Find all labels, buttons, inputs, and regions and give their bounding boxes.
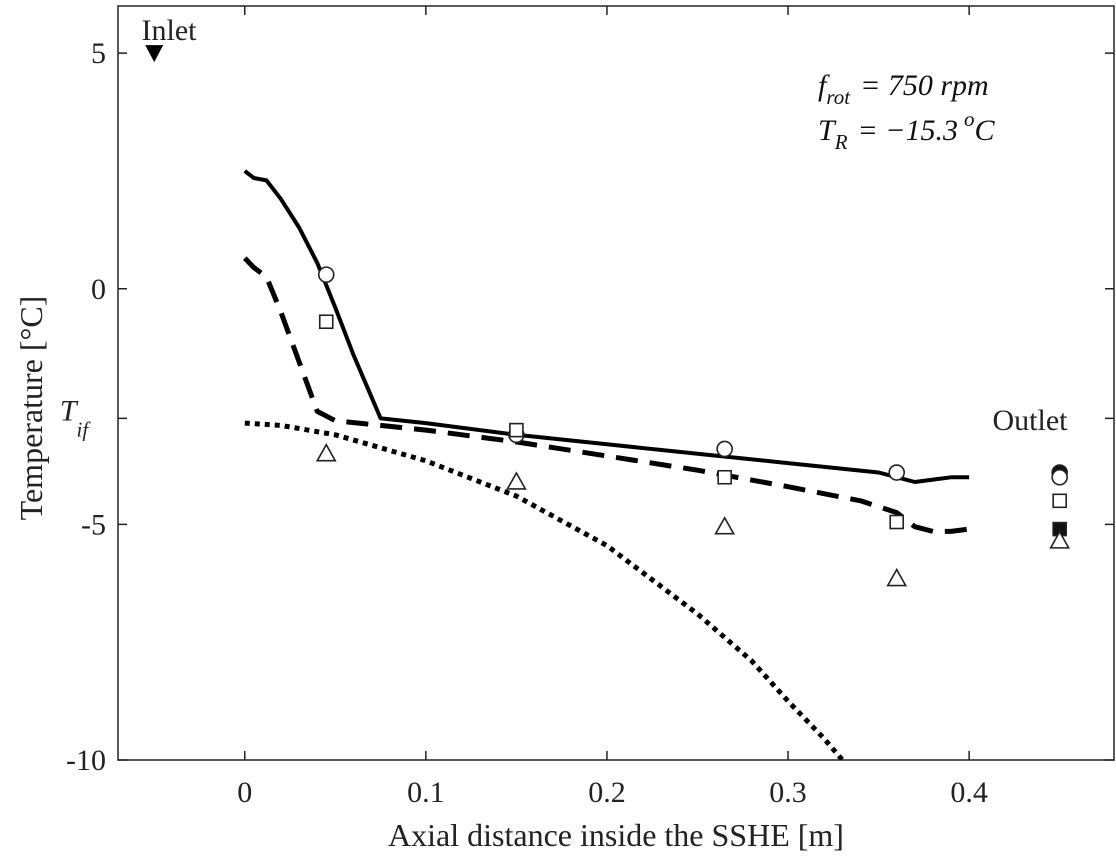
open-triangle-marker: [506, 471, 527, 490]
axes-frame: [117, 5, 1115, 761]
series-line-solid: [243, 169, 970, 484]
y-tick-label: 0: [91, 273, 106, 306]
open-circle-marker: [317, 266, 335, 283]
marker-layer: [315, 266, 1071, 587]
open-square-marker: [318, 314, 334, 330]
outlet-label: Outlet: [993, 404, 1069, 437]
tr-annotation: TR = −15.3 oC: [818, 107, 996, 154]
tick-marks: [118, 6, 1114, 761]
open-square-marker: [1052, 493, 1067, 509]
y-tick-label: 5: [91, 37, 106, 70]
series-layer: [242, 169, 970, 760]
open-triangle-marker: [315, 443, 337, 462]
x-tick-label: 0.3: [769, 776, 807, 809]
open-circle-marker: [888, 464, 905, 481]
series-line-dotted: [244, 420, 845, 760]
open-square-marker: [889, 514, 904, 530]
x-tick-label: 0.4: [950, 776, 988, 809]
x-tick-label: 0.2: [588, 776, 626, 809]
plot-frame: [117, 5, 1115, 761]
open-triangle-marker: [886, 567, 908, 587]
y-axis-title: Temperature [°C]: [13, 296, 49, 521]
open-square-marker: [717, 469, 732, 485]
open-circle-marker: [1051, 468, 1068, 486]
frot-annotation: frot = 750 rpm: [818, 69, 989, 109]
y-tick-label-tif: Tif: [60, 394, 92, 441]
open-triangle-marker: [1049, 530, 1071, 549]
y-tick-label: -10: [66, 744, 106, 777]
x-axis-title: Axial distance inside the SSHE [m]: [388, 817, 844, 853]
open-circle-marker: [716, 440, 733, 458]
inlet-triangle-marker: [145, 45, 164, 63]
inlet-label: Inlet: [142, 14, 198, 47]
series-line-dashed: [242, 256, 970, 534]
open-triangle-marker: [714, 516, 736, 535]
tick-labels: 0 0.1 0.2 0.3 0.4 -10 -5 0 5 Tif: [60, 37, 988, 809]
y-tick-label: -5: [81, 508, 106, 541]
open-square-marker: [509, 422, 524, 438]
x-tick-label: 0: [237, 776, 252, 809]
x-tick-label: 0.1: [407, 776, 445, 809]
